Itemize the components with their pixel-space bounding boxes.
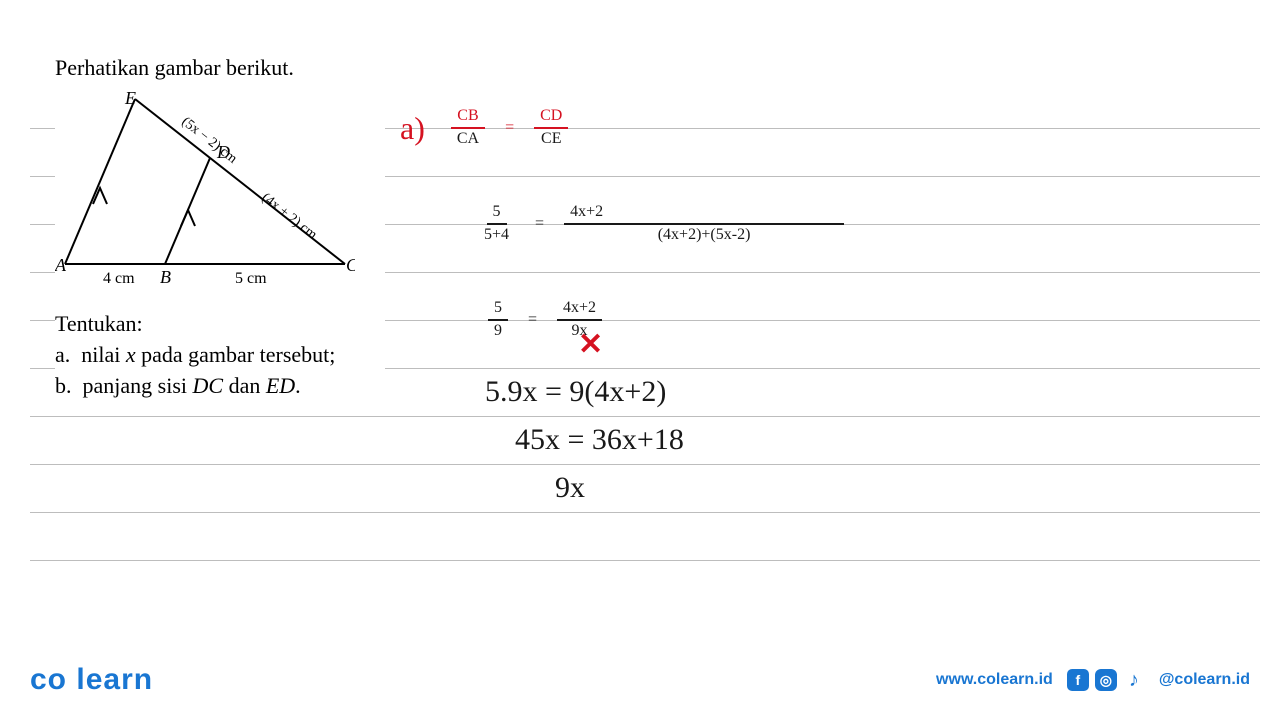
question-list: Tentukan: a. nilai x pada gambar tersebu…	[55, 309, 375, 401]
social-icons: f ◎ ♪	[1067, 669, 1145, 691]
svg-text:(4x + 2) cm: (4x + 2) cm	[259, 190, 320, 242]
svg-text:E: E	[124, 89, 136, 108]
svg-text:A: A	[55, 255, 67, 275]
equals-1: =	[505, 119, 514, 137]
step-1: a) CB CA = CD CE	[400, 80, 1260, 176]
step-3: 5 9 = 4x+2 9x	[400, 272, 1260, 368]
question-a: a. nilai x pada gambar tersebut;	[55, 340, 375, 371]
footer: co learn www.colearn.id f ◎ ♪ @colearn.i…	[0, 650, 1280, 720]
frac-5-9: 5 9	[488, 300, 508, 340]
part-label: a)	[400, 110, 425, 147]
problem-title: Perhatikan gambar berikut.	[55, 55, 375, 81]
question-b: b. panjang sisi DC dan ED.	[55, 371, 375, 402]
svg-text:B: B	[160, 267, 171, 287]
equals-3: =	[528, 311, 537, 329]
page: Perhatikan gambar berikut. A B C D E	[0, 0, 1280, 720]
problem-panel: Perhatikan gambar berikut. A B C D E	[55, 55, 385, 401]
footer-right: www.colearn.id f ◎ ♪ @colearn.id	[936, 669, 1250, 691]
cross-multiply-icon: ✕	[578, 327, 603, 362]
svg-text:4 cm: 4 cm	[103, 270, 135, 287]
triangle-diagram: A B C D E 4 cm 5 cm (5x − 2) cm (4x + 2)…	[55, 89, 355, 289]
tiktok-icon[interactable]: ♪	[1123, 669, 1145, 691]
step-6: 9x	[400, 464, 1260, 512]
instagram-icon[interactable]: ◎	[1095, 669, 1117, 691]
solution-panel: a) CB CA = CD CE 5 5+4 = 4x+2 (4x+2)+(5x…	[400, 80, 1260, 512]
equals-2: =	[535, 215, 544, 233]
frac-expanded: 4x+2 (4x+2)+(5x-2)	[564, 204, 844, 244]
question-header: Tentukan:	[55, 309, 375, 340]
frac-5-over-9sum: 5 5+4	[478, 204, 515, 244]
step-5: 45x = 36x+18	[400, 416, 1260, 464]
svg-text:C: C	[346, 255, 355, 275]
step-4: 5.9x = 9(4x+2)	[400, 368, 1260, 416]
website-link[interactable]: www.colearn.id	[936, 671, 1053, 689]
facebook-icon[interactable]: f	[1067, 669, 1089, 691]
triangle-svg: A B C D E 4 cm 5 cm (5x − 2) cm (4x + 2)…	[55, 89, 355, 289]
svg-text:5 cm: 5 cm	[235, 270, 267, 287]
frac-cd-ce: CD CE	[534, 108, 568, 148]
step-2: 5 5+4 = 4x+2 (4x+2)+(5x-2)	[400, 176, 1260, 272]
brand-logo: co learn	[30, 663, 153, 697]
frac-cb-ca: CB CA	[451, 108, 485, 148]
social-handle[interactable]: @colearn.id	[1159, 671, 1250, 689]
